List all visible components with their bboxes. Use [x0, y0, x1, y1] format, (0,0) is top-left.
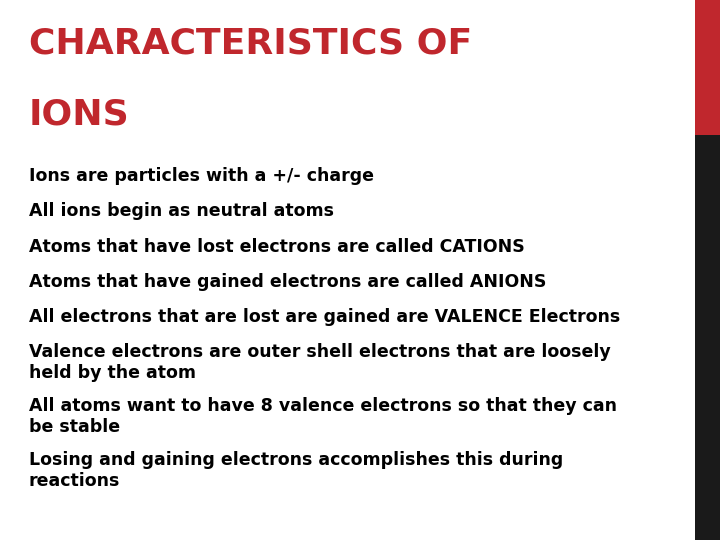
Text: Atoms that have lost electrons are called CATIONS: Atoms that have lost electrons are calle…: [29, 238, 525, 255]
Text: Ions are particles with a +/- charge: Ions are particles with a +/- charge: [29, 167, 374, 185]
Text: Atoms that have gained electrons are called ANIONS: Atoms that have gained electrons are cal…: [29, 273, 546, 291]
Text: Valence electrons are outer shell electrons that are loosely
held by the atom: Valence electrons are outer shell electr…: [29, 343, 611, 382]
Bar: [695, 135, 720, 540]
Bar: [695, 0, 720, 135]
Text: All ions begin as neutral atoms: All ions begin as neutral atoms: [29, 202, 334, 220]
Text: Losing and gaining electrons accomplishes this during
reactions: Losing and gaining electrons accomplishe…: [29, 451, 563, 490]
Text: All atoms want to have 8 valence electrons so that they can
be stable: All atoms want to have 8 valence electro…: [29, 397, 617, 436]
Text: All electrons that are lost are gained are VALENCE Electrons: All electrons that are lost are gained a…: [29, 308, 620, 326]
Text: IONS: IONS: [29, 97, 130, 131]
Text: CHARACTERISTICS OF: CHARACTERISTICS OF: [29, 27, 472, 61]
